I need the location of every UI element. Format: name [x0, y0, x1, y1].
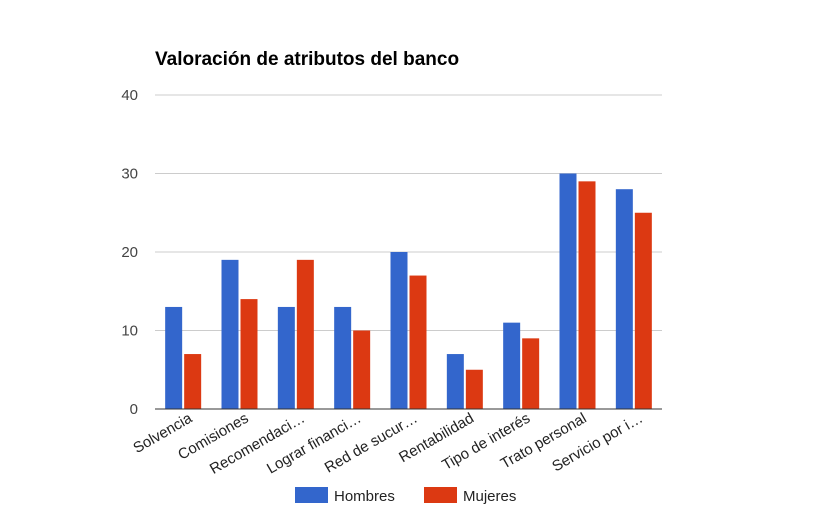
- bar-hombres: [165, 306, 183, 409]
- x-tick-label: Lograr financi…: [264, 410, 364, 478]
- bar-hombres: [559, 173, 577, 409]
- bar-hombres: [221, 259, 239, 409]
- y-tick-label: 40: [121, 87, 138, 104]
- legend: Hombres Mujeres: [295, 487, 516, 505]
- y-tick-label: 10: [121, 323, 138, 340]
- x-tick-label: Recomendaci…: [207, 410, 308, 478]
- bar-mujeres: [240, 299, 258, 409]
- legend-swatch-mujeres: [424, 487, 457, 503]
- bars: [165, 173, 652, 409]
- y-tick-label: 30: [121, 166, 138, 183]
- bar-mujeres: [184, 354, 202, 409]
- bar-mujeres: [296, 259, 314, 409]
- bar-hombres: [615, 189, 633, 409]
- bar-hombres: [503, 322, 521, 409]
- bar-mujeres: [522, 338, 540, 409]
- legend-label-mujeres: Mujeres: [463, 488, 516, 505]
- bar-hombres: [277, 306, 295, 409]
- bar-mujeres: [578, 181, 596, 409]
- y-tick-label: 20: [121, 244, 138, 261]
- bar-hombres: [334, 306, 352, 409]
- gridlines: [155, 94, 662, 331]
- chart-title: Valoración de atributos del banco: [155, 49, 459, 70]
- y-axis-ticks: 0 10 20 30 40: [121, 87, 138, 418]
- bar-hombres: [446, 354, 464, 409]
- y-tick-label: 0: [130, 401, 138, 418]
- bar-mujeres: [465, 369, 483, 409]
- bar-hombres: [390, 252, 408, 409]
- bar-mujeres: [634, 212, 652, 409]
- legend-swatch-hombres: [295, 487, 328, 503]
- bar-mujeres: [409, 275, 427, 409]
- bar-mujeres: [353, 330, 371, 409]
- legend-label-hombres: Hombres: [334, 488, 395, 505]
